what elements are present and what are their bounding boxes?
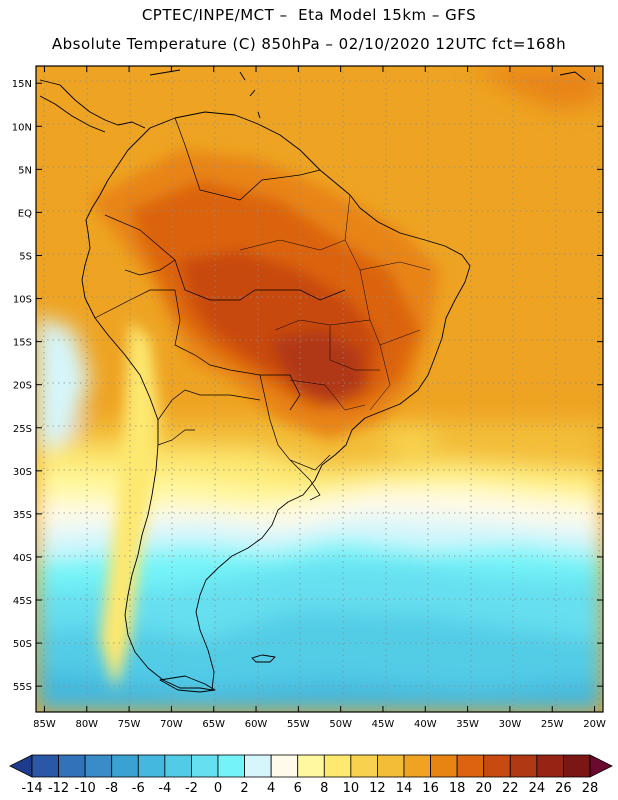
lon-tick-label: 65W <box>202 719 225 730</box>
lat-tick-label: 30S <box>13 467 32 478</box>
colorbar-box <box>191 754 219 778</box>
lat-tick-label: 35S <box>13 510 32 521</box>
colorbar-box <box>31 754 59 778</box>
colorbar-level-label: -12 <box>48 781 69 796</box>
colorbar-level-label: 22 <box>502 781 519 796</box>
lat-tick-label: 25S <box>13 424 32 435</box>
lon-tick-label: 25W <box>541 719 564 730</box>
lon-tick-label: 45W <box>372 719 395 730</box>
colorbar-box <box>84 754 113 778</box>
colorbar-level-label: 20 <box>475 781 492 796</box>
colorbar-box <box>377 754 405 778</box>
colorbar-box <box>509 754 538 778</box>
colorbar-level-label: 0 <box>214 781 222 796</box>
coastlines <box>39 69 586 693</box>
lat-tick-label: 45S <box>13 596 32 607</box>
lon-tick-label: 60W <box>245 719 268 730</box>
lat-tick-label: 55S <box>13 682 32 693</box>
field-hottest <box>270 330 365 405</box>
caribbean-islands <box>149 69 586 119</box>
lon-tick-label: 40W <box>414 719 437 730</box>
colorbar-box <box>483 754 511 778</box>
lon-tick-label: 30W <box>499 719 522 730</box>
colorbar-level-label: 8 <box>320 781 328 796</box>
colorbar-level-label: -6 <box>132 781 145 796</box>
colorbar-over-triangle <box>589 754 613 778</box>
field-band-neg4-neg2 <box>36 670 603 712</box>
colorbar-level-label: -8 <box>105 781 118 796</box>
colorbar-box <box>430 754 458 778</box>
lon-tick-label: 55W <box>287 719 310 730</box>
colorbar-box <box>350 754 378 778</box>
colorbar-box <box>270 754 299 778</box>
colorbar-box <box>323 754 352 778</box>
colorbar-box <box>137 754 166 778</box>
chart-title-line-2: Absolute Temperature (C) 850hPa – 02/10/… <box>51 35 567 53</box>
lat-tick-label: 15N <box>12 79 32 90</box>
map-frame <box>35 65 604 713</box>
colorbar-box <box>111 754 139 778</box>
lon-tick-label: 50W <box>329 719 352 730</box>
colorbar-level-label: 18 <box>449 781 466 796</box>
field-spot-brazil <box>380 425 440 460</box>
field-cool-pacific <box>36 315 90 450</box>
lon-tick-label: 70W <box>160 719 183 730</box>
colorbar-level-label: 14 <box>396 781 413 796</box>
colorbar-level-label: 28 <box>582 781 599 796</box>
field-andes-cool <box>100 320 160 690</box>
colorbar-level-label: 26 <box>555 781 572 796</box>
colorbar-box <box>403 754 431 778</box>
central-america-outline <box>39 79 146 133</box>
lat-tick-label: 40S <box>13 553 32 564</box>
colorbar-level-label: 16 <box>422 781 439 796</box>
colorbar-level-label: 4 <box>267 781 275 796</box>
lat-tick-label: 10N <box>12 122 32 133</box>
colorbar: -14 -12 -10 -8 -6 -4 -2 0 2 4 6 8 10 12 14 16 18 20 22 24 26… <box>9 754 613 796</box>
colorbar-level-label: -2 <box>185 781 198 796</box>
colorbar-level-label: -4 <box>158 781 171 796</box>
colorbar-level-label: -14 <box>21 781 42 796</box>
colorbar-box <box>563 754 591 778</box>
colorbar-box <box>244 754 272 778</box>
lon-tick-label: 80W <box>75 719 98 730</box>
field-warm-northeast <box>470 66 603 110</box>
country-borders <box>94 117 431 501</box>
colorbar-level-label: 24 <box>529 781 546 796</box>
lon-tick-label: 35W <box>456 719 479 730</box>
lat-tick-label: 10S <box>13 295 32 306</box>
chart-title-line-1: CPTEC/INPE/MCT – Eta Model 15km – GFS <box>141 6 477 24</box>
colorbar-level-label: 12 <box>369 781 386 796</box>
lon-tick-label: 75W <box>118 719 141 730</box>
lat-tick-label: 20S <box>13 381 32 392</box>
tierra-del-fuego <box>159 675 216 693</box>
lat-tick-label: 5S <box>19 251 32 262</box>
colorbar-box <box>456 754 485 778</box>
colorbar-level-label: 10 <box>343 781 360 796</box>
state-borders <box>239 194 431 411</box>
lat-tick-label: 50S <box>13 639 32 650</box>
lon-tick-label: 20W <box>583 719 606 730</box>
border-lines <box>94 117 346 501</box>
colorbar-level-label: -10 <box>75 781 96 796</box>
graticule <box>36 66 603 712</box>
colorbar-level-label: 2 <box>240 781 248 796</box>
lon-tick-label: 85W <box>33 719 56 730</box>
lat-tick-label: 15S <box>13 338 32 349</box>
colorbar-box <box>536 754 564 778</box>
temperature-field <box>36 66 603 712</box>
colorbar-box <box>164 754 192 778</box>
latitude-axis: 15N 10N 5N EQ 5S 10S 15S 20S 25S 30S 35S 40S 45S 50S 5… <box>12 79 603 693</box>
lat-tick-label: 5N <box>18 165 32 176</box>
colorbar-level-label: 6 <box>294 781 302 796</box>
colorbar-box <box>297 754 325 778</box>
lat-tick-label: EQ <box>18 208 32 219</box>
falkland-islands <box>251 654 276 663</box>
longitude-axis: 85W 80W 75W 70W 65W 60W 55W 50W 45W 40W 35W 30W 25W 2… <box>33 66 606 730</box>
colorbar-box <box>58 754 86 778</box>
colorbar-under-triangle <box>9 754 33 778</box>
colorbar-box <box>217 754 245 778</box>
south-america-outline <box>81 111 471 691</box>
